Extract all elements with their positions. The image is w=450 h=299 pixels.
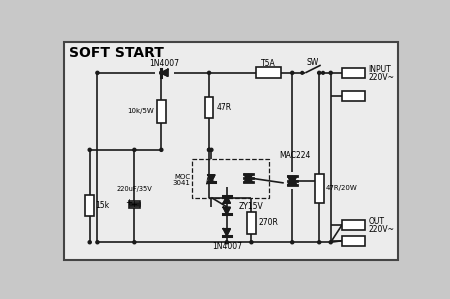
Text: 15k: 15k [95,201,110,210]
Polygon shape [244,175,252,182]
Circle shape [318,71,321,74]
Text: +: + [126,198,132,207]
Text: 3041: 3041 [173,180,191,186]
Bar [86,195,94,216]
Bar [157,100,166,123]
Circle shape [291,241,294,244]
Circle shape [250,241,253,244]
Circle shape [96,241,99,244]
Text: OUT: OUT [369,217,384,226]
Text: SW: SW [306,58,319,67]
Circle shape [207,148,211,151]
Bar [129,201,140,208]
Polygon shape [244,175,252,182]
Circle shape [207,148,211,151]
Text: SOFT START: SOFT START [69,46,164,60]
Bar [247,212,256,234]
Bar [256,68,281,78]
Circle shape [329,241,332,244]
Circle shape [160,148,163,151]
Circle shape [96,71,99,74]
Text: ZY15V: ZY15V [239,202,264,211]
Circle shape [291,71,294,74]
Text: MAC224: MAC224 [279,151,310,160]
Text: +: + [130,200,137,209]
Circle shape [318,241,321,244]
Circle shape [160,71,163,74]
Text: 220V~: 220V~ [369,225,395,234]
Polygon shape [161,69,168,76]
Text: 47R/20W: 47R/20W [326,185,358,191]
Bar [205,97,213,118]
Text: 1N4007: 1N4007 [212,242,242,251]
Circle shape [301,71,304,74]
Polygon shape [223,196,230,203]
Text: 1N4007: 1N4007 [149,59,180,68]
Polygon shape [288,176,297,185]
Circle shape [329,71,332,74]
Circle shape [160,71,163,74]
Polygon shape [223,229,230,236]
Text: MOC: MOC [175,174,191,180]
Circle shape [207,71,211,74]
Text: 270R: 270R [259,219,279,228]
Circle shape [88,148,91,151]
Text: 220uF/35V: 220uF/35V [117,186,152,192]
Bar [342,91,365,101]
Bar [342,236,365,246]
Text: T5A: T5A [261,59,276,68]
Circle shape [133,148,136,151]
Circle shape [225,241,228,244]
Text: 47R: 47R [216,103,231,112]
Text: INPUT: INPUT [369,65,391,74]
Circle shape [133,241,136,244]
Text: 10k/5W: 10k/5W [128,108,154,114]
Bar [342,68,365,78]
Circle shape [88,241,91,244]
Bar [315,174,324,203]
Bar [342,220,365,230]
Polygon shape [288,176,297,185]
Polygon shape [223,208,230,214]
Bar [192,159,269,198]
Text: 220V~: 220V~ [369,73,395,82]
Polygon shape [208,175,215,182]
Circle shape [322,71,324,74]
Circle shape [210,148,213,151]
